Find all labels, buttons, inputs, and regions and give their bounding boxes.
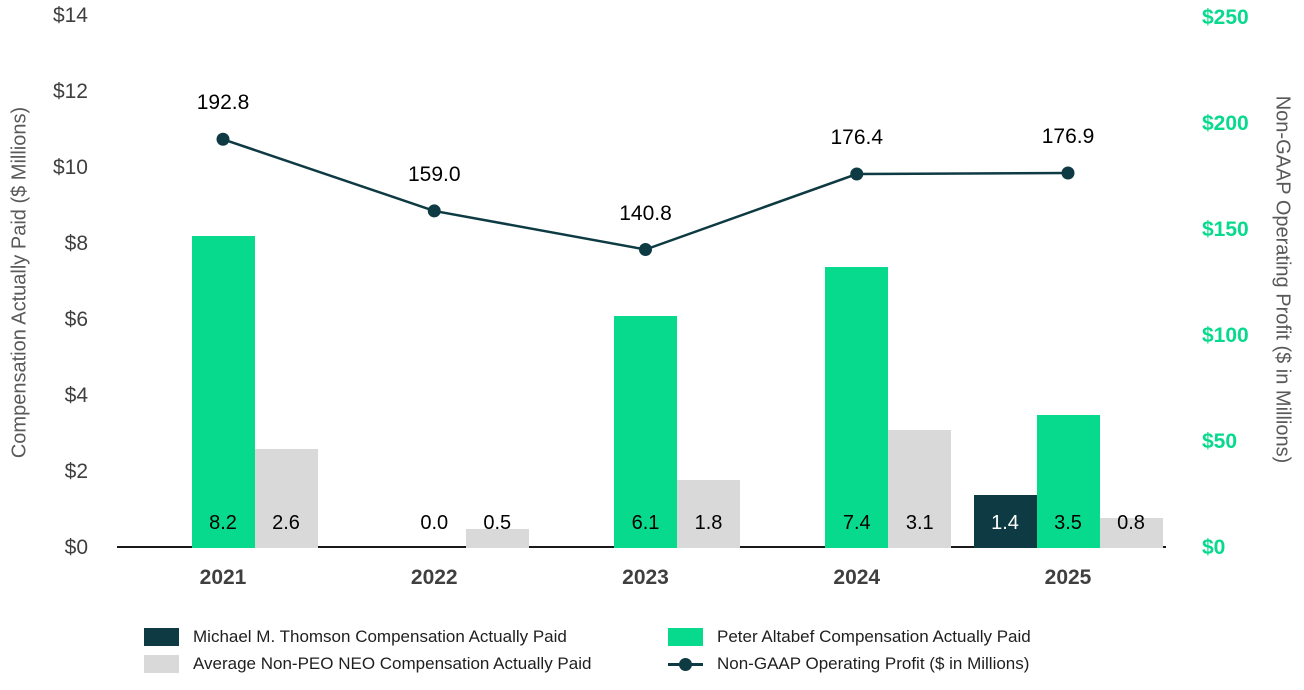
- altabef-bar-value-2022: 0.0: [420, 512, 449, 534]
- profit-line-value-2024: 176.4: [830, 126, 884, 150]
- avg_neo-bar-value-2022: 0.5: [483, 512, 512, 534]
- legend-label-altabef: Peter Altabef Compensation Actually Paid: [717, 627, 1031, 646]
- profit-line-marker: [668, 655, 703, 673]
- altabef-bar-value-2021: 8.2: [209, 512, 237, 534]
- profit-line-point-2022: [427, 204, 441, 218]
- left-axis-tick-label: $14: [52, 4, 88, 27]
- avg_neo-bar-2025: [1099, 517, 1163, 548]
- avg-neo-swatch: [144, 655, 179, 673]
- x-axis-category-label: 2023: [622, 566, 669, 589]
- right-axis-tick-label: $150: [1202, 218, 1249, 241]
- altabef-bar-2024: [825, 266, 889, 548]
- left-axis-tick-label: $12: [52, 80, 88, 103]
- altabef-bar-value-2025: 3.5: [1054, 512, 1082, 534]
- left-axis-tick-label: $2: [64, 460, 88, 483]
- altabef-bar-value-2023: 6.1: [631, 512, 660, 534]
- thomson-bar-value-2025: 1.4: [991, 512, 1019, 534]
- avg_neo-bar-value-2021: 2.6: [272, 512, 300, 534]
- left-axis-tick-label: $4: [64, 384, 88, 407]
- avg_neo-bar-value-2023: 1.8: [694, 512, 723, 534]
- profit-line-point-2024: [850, 167, 864, 181]
- legend-item-avg-neo: Average Non-PEO NEO Compensation Actuall…: [144, 654, 591, 674]
- right-axis-tick-label: $200: [1202, 112, 1249, 135]
- altabef-bar-2023: [614, 316, 677, 548]
- altabef-swatch: [668, 628, 703, 646]
- profit-line-point-2021: [216, 132, 230, 146]
- profit-line-value-2023: 140.8: [619, 201, 672, 225]
- profit-line-value-2022: 159.0: [407, 162, 461, 186]
- legend-label-profit-line: Non-GAAP Operating Profit ($ in Millions…: [717, 654, 1030, 673]
- profit-line-marker-dot: [679, 658, 692, 671]
- right-axis-tick-label: $100: [1202, 324, 1249, 347]
- left-axis-tick-label: $8: [64, 232, 88, 255]
- altabef-bar-value-2024: 7.4: [842, 512, 871, 534]
- right-axis-tick-label: $0: [1202, 536, 1226, 559]
- legend-label-avg-neo: Average Non-PEO NEO Compensation Actuall…: [193, 654, 592, 673]
- left-axis-tick-label: $10: [52, 156, 88, 179]
- legend-item-thomson: Michael M. Thomson Compensation Actually…: [144, 627, 567, 647]
- right-axis-tick-label: $50: [1202, 430, 1238, 453]
- x-axis-category-label: 2024: [833, 566, 881, 589]
- left-axis-tick-label: $6: [64, 308, 88, 331]
- thomson-swatch: [144, 628, 179, 646]
- profit-line-value-2025: 176.9: [1041, 124, 1095, 148]
- legend-item-altabef: Peter Altabef Compensation Actually Paid: [668, 627, 1031, 647]
- altabef-bar-2025: [1036, 415, 1100, 548]
- left-axis-title: Compensation Actually Paid ($ Millions): [8, 106, 31, 459]
- avg_neo-bar-2022: [465, 529, 529, 548]
- legend-label-thomson: Michael M. Thomson Compensation Actually…: [193, 627, 567, 646]
- x-axis-category-label: 2025: [1044, 566, 1092, 589]
- altabef-bar-2021: [191, 236, 255, 548]
- left-axis-tick-label: $0: [64, 536, 88, 559]
- profit-line-point-2023: [639, 243, 652, 257]
- avg_neo-bar-value-2025: 0.8: [1117, 512, 1145, 534]
- profit-line-point-2025: [1061, 166, 1075, 180]
- avg_neo-bar-2021: [254, 449, 318, 548]
- right-axis-tick-label: $250: [1202, 6, 1249, 29]
- thomson-bar-2025: [973, 494, 1037, 548]
- x-axis-category-label: 2022: [410, 566, 458, 589]
- avg_neo-bar-2024: [888, 430, 952, 548]
- avg_neo-bar-2023: [677, 479, 740, 548]
- profit-line-value-2021: 192.8: [196, 91, 250, 115]
- legend-item-profit-line: Non-GAAP Operating Profit ($ in Millions…: [668, 654, 1029, 674]
- avg_neo-bar-value-2024: 3.1: [905, 512, 934, 534]
- x-axis-category-label: 2021: [199, 566, 247, 589]
